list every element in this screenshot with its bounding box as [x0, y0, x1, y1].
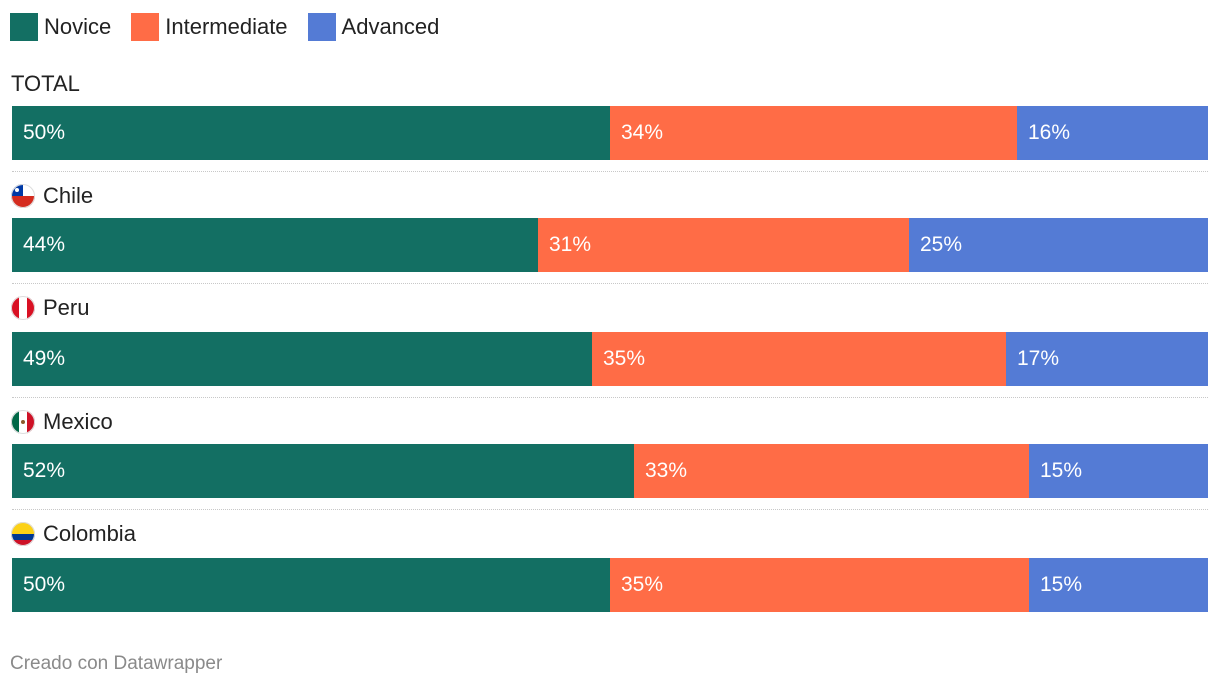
row-divider [12, 397, 1208, 398]
bar-segment-advanced: 16% [1017, 106, 1208, 160]
legend-label-advanced: Advanced [341, 14, 440, 39]
row-label-mexico: Mexico [11, 408, 113, 436]
data-label: 50% [23, 121, 66, 144]
legend: Novice Intermediate Advanced [10, 13, 439, 41]
legend-item-intermediate: Intermediate [131, 13, 288, 41]
data-label: 16% [1028, 121, 1071, 144]
bar-segment-novice: 49% [12, 332, 592, 386]
legend-label-intermediate: Intermediate [165, 14, 288, 39]
bar-segment-advanced: 17% [1006, 332, 1208, 386]
chile-flag-icon [11, 184, 35, 208]
data-label: 44% [23, 233, 66, 256]
legend-swatch-intermediate [131, 13, 160, 41]
row-divider [12, 509, 1208, 510]
row-divider [12, 283, 1208, 284]
row-divider [12, 171, 1208, 172]
data-label: 17% [1017, 347, 1060, 370]
bar-segment-intermediate: 35% [610, 558, 1029, 612]
data-label: 50% [23, 573, 66, 596]
data-label: 52% [23, 459, 66, 482]
bar-segment-advanced: 15% [1029, 558, 1208, 612]
peru-flag-icon [11, 296, 35, 320]
data-label: 33% [645, 459, 688, 482]
category-label: Peru [43, 295, 90, 320]
bar-colombia: 50% 35% 15% [12, 558, 1208, 612]
bar-segment-novice: 52% [12, 444, 634, 498]
category-label: Mexico [43, 409, 113, 434]
footer-credit: Creado con Datawrapper [10, 653, 223, 674]
bar-peru: 49% 35% 17% [12, 332, 1208, 386]
row-label-peru: Peru [11, 294, 89, 322]
data-label: 49% [23, 347, 66, 370]
bar-segment-intermediate: 33% [634, 444, 1029, 498]
data-label: 34% [621, 121, 664, 144]
bar-segment-novice: 44% [12, 218, 538, 272]
colombia-flag-icon [11, 522, 35, 546]
legend-item-advanced: Advanced [307, 13, 440, 41]
bar-segment-intermediate: 35% [592, 332, 1006, 386]
bar-segment-intermediate: 31% [538, 218, 909, 272]
legend-swatch-advanced [307, 13, 336, 41]
category-label: Chile [43, 183, 94, 208]
data-label: 25% [920, 233, 963, 256]
legend-label-novice: Novice [44, 14, 112, 39]
category-label: TOTAL [11, 71, 80, 96]
row-label-chile: Chile [11, 182, 93, 210]
data-label: 31% [549, 233, 592, 256]
category-label: Colombia [43, 521, 136, 546]
mexico-flag-icon [11, 410, 35, 434]
bar-mexico: 52% 33% 15% [12, 444, 1208, 498]
bar-segment-intermediate: 34% [610, 106, 1017, 160]
data-label: 35% [621, 573, 664, 596]
bar-segment-advanced: 25% [909, 218, 1208, 272]
data-label: 35% [603, 347, 646, 370]
row-label-colombia: Colombia [11, 520, 136, 548]
bar-segment-advanced: 15% [1029, 444, 1208, 498]
data-label: 15% [1040, 573, 1083, 596]
row-label-total: TOTAL [11, 70, 80, 98]
bar-segment-novice: 50% [12, 106, 610, 160]
legend-item-novice: Novice [10, 13, 111, 41]
bar-segment-novice: 50% [12, 558, 610, 612]
legend-swatch-novice [10, 13, 38, 41]
bar-total: 50% 34% 16% [12, 106, 1208, 160]
data-label: 15% [1040, 459, 1083, 482]
bar-chile: 44% 31% 25% [12, 218, 1208, 272]
